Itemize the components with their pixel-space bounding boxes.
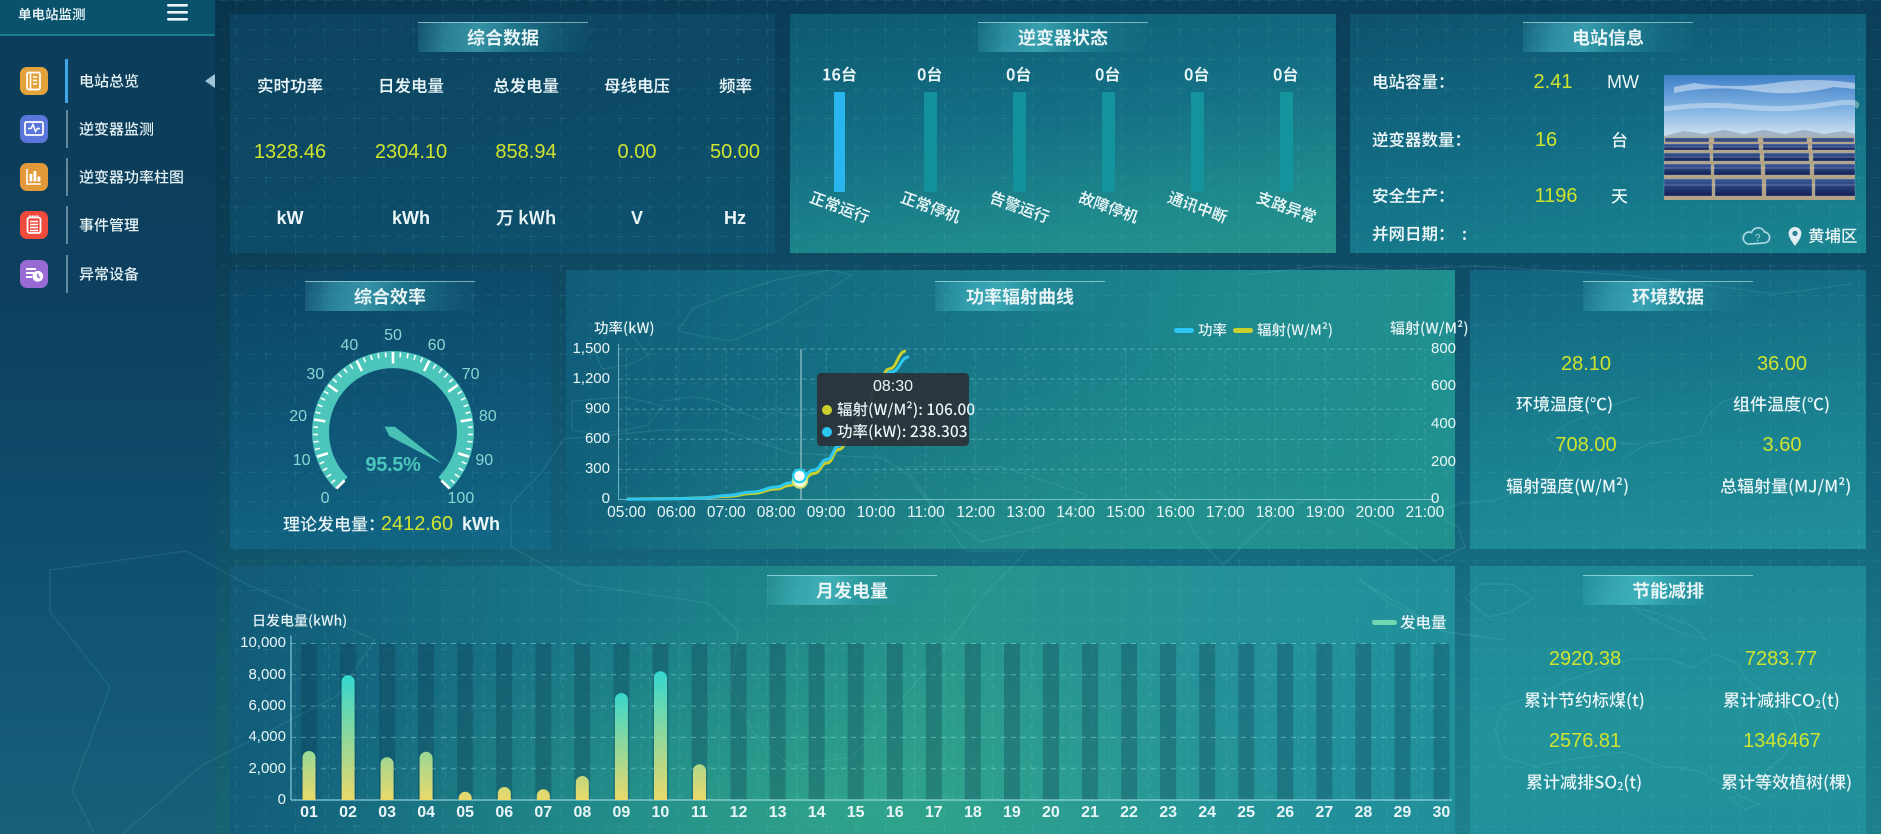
svg-text:?: ? <box>1755 233 1761 244</box>
